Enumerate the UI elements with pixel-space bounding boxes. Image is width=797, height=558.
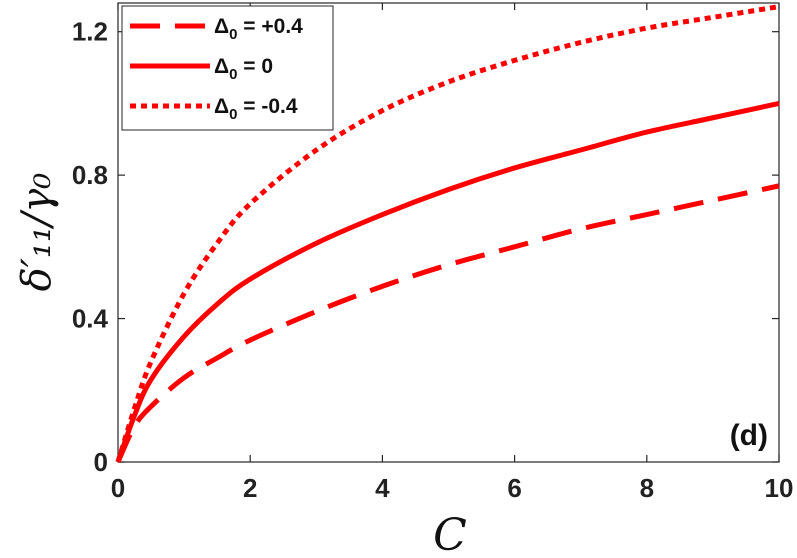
y-axis-label: δ′₁₁/γ₀ [14, 173, 60, 292]
series-line-delta-plus-0-4 [115, 183, 780, 464]
series-line-delta-0 [115, 100, 780, 463]
y-tick-label: 0.8 [72, 160, 108, 190]
y-tick-label: 0.4 [72, 304, 109, 334]
x-tick-label: 2 [243, 473, 257, 503]
legend-entry-label: Δ0 = 0 [214, 55, 273, 83]
series-line-delta-minus-0-4 [115, 4, 780, 463]
legend-entry-label: Δ0 = +0.4 [214, 15, 303, 43]
x-tick-label: 10 [765, 473, 794, 503]
x-tick-label: 6 [507, 473, 521, 503]
x-tick-label: 8 [640, 473, 654, 503]
panel-annotation: (d) [730, 419, 768, 452]
y-tick-label: 1.2 [72, 17, 108, 47]
x-axis-label: C [433, 510, 467, 558]
x-tick-label: 0 [111, 473, 125, 503]
series-lines [115, 4, 780, 464]
legend: Δ0 = +0.4 Δ0 = 0 Δ0 = -0.4 [121, 5, 334, 131]
x-tick-label: 4 [375, 473, 390, 503]
y-tick-labels: 0 0.4 0.8 1.2 [72, 17, 109, 477]
x-tick-labels: 0 2 4 6 8 10 [111, 473, 794, 503]
y-tick-label: 0 [94, 447, 108, 477]
legend-entry-label: Δ0 = -0.4 [214, 95, 298, 123]
